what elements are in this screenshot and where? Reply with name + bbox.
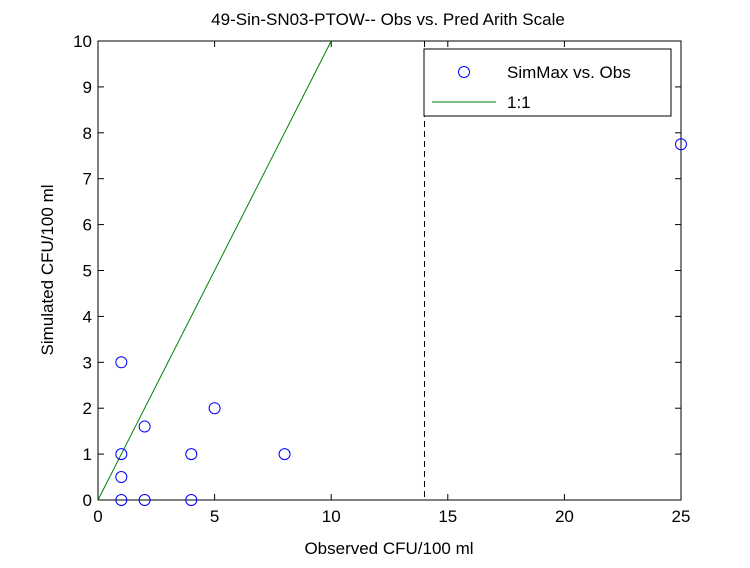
- y-axis-label: Simulated CFU/100 ml: [38, 184, 57, 355]
- y-tick-label: 3: [83, 353, 92, 372]
- legend-entry-simmax: SimMax vs. Obs: [507, 63, 631, 82]
- y-tick-label: 10: [73, 32, 92, 51]
- data-point: [675, 138, 687, 151]
- legend: SimMax vs. Obs 1:1: [423, 48, 672, 117]
- x-tick-label: 0: [93, 507, 102, 526]
- x-axis-label: Observed CFU/100 ml: [304, 539, 473, 558]
- data-point: [185, 494, 198, 506]
- data-point: [115, 494, 128, 506]
- y-tick-label: 1: [83, 445, 92, 464]
- legend-box: [423, 48, 672, 117]
- legend-entry-one-to-one: 1:1: [507, 93, 531, 112]
- y-tick-label: 7: [83, 170, 92, 189]
- x-tick-label: 15: [438, 507, 457, 526]
- x-tick-label: 20: [555, 507, 574, 526]
- chart-title: 49-Sin-SN03-PTOW-- Obs vs. Pred Arith Sc…: [211, 10, 565, 29]
- y-tick-label: 5: [83, 262, 92, 281]
- x-tick-label: 10: [322, 507, 341, 526]
- legend-marker-circle-icon: [458, 66, 470, 78]
- y-tick-label: 8: [83, 124, 92, 143]
- x-tick-label: 25: [672, 507, 691, 526]
- data-point: [115, 448, 128, 461]
- data-point: [115, 356, 128, 369]
- x-axis-ticks: 0 5 10 15 20 25: [93, 41, 690, 526]
- one-to-one-line: [97, 40, 332, 501]
- series-layer: [97, 40, 687, 506]
- y-tick-label: 2: [83, 399, 92, 418]
- y-axis-ticks: 0 1 2 3 4 5 6 7 8 9 10: [73, 32, 681, 510]
- y-tick-label: 9: [83, 78, 92, 97]
- data-point: [185, 448, 198, 461]
- y-tick-label: 6: [83, 216, 92, 235]
- y-tick-label: 0: [83, 491, 92, 510]
- y-tick-label: 4: [83, 307, 92, 326]
- data-point: [208, 402, 221, 415]
- data-point: [115, 471, 128, 484]
- data-point: [138, 494, 151, 506]
- plot-area: [97, 40, 682, 501]
- x-tick-label: 5: [210, 507, 219, 526]
- data-point: [138, 420, 151, 433]
- data-point: [278, 448, 291, 461]
